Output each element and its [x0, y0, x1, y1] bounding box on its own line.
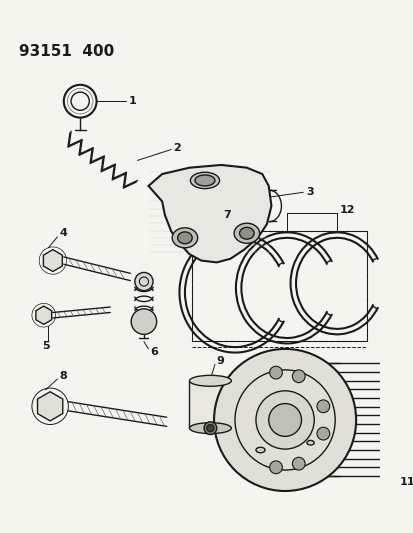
Circle shape [204, 422, 216, 434]
Circle shape [206, 424, 214, 432]
Text: 8: 8 [59, 372, 67, 381]
Bar [192, 231, 366, 341]
Text: 9: 9 [216, 356, 224, 366]
Ellipse shape [189, 375, 231, 386]
Circle shape [292, 457, 304, 470]
Circle shape [131, 309, 156, 334]
Polygon shape [36, 306, 52, 325]
Text: 2: 2 [173, 143, 180, 152]
Circle shape [255, 391, 313, 449]
Polygon shape [38, 392, 63, 421]
Ellipse shape [306, 440, 313, 445]
Text: 4: 4 [59, 228, 67, 238]
Circle shape [292, 370, 304, 383]
Text: 93151  400: 93151 400 [19, 44, 114, 59]
Ellipse shape [190, 172, 219, 189]
Text: 10: 10 [285, 471, 301, 481]
Polygon shape [148, 165, 271, 262]
Text: 5: 5 [42, 341, 50, 351]
Circle shape [316, 427, 329, 440]
Circle shape [316, 400, 329, 413]
Ellipse shape [195, 175, 214, 186]
Ellipse shape [177, 232, 192, 244]
Text: 6: 6 [150, 346, 158, 357]
Text: 1: 1 [128, 96, 136, 106]
Text: 7: 7 [223, 210, 230, 220]
Polygon shape [43, 249, 62, 271]
Text: 11: 11 [399, 477, 413, 487]
Circle shape [269, 461, 282, 474]
Ellipse shape [255, 447, 264, 453]
Bar [189, 381, 231, 428]
Circle shape [269, 366, 282, 379]
Text: 12: 12 [339, 206, 354, 215]
Text: 3: 3 [305, 187, 313, 197]
Circle shape [214, 349, 355, 491]
Ellipse shape [172, 228, 197, 248]
Ellipse shape [239, 228, 254, 239]
Ellipse shape [233, 223, 259, 243]
Circle shape [268, 403, 301, 437]
Circle shape [135, 272, 153, 290]
Ellipse shape [189, 423, 231, 434]
